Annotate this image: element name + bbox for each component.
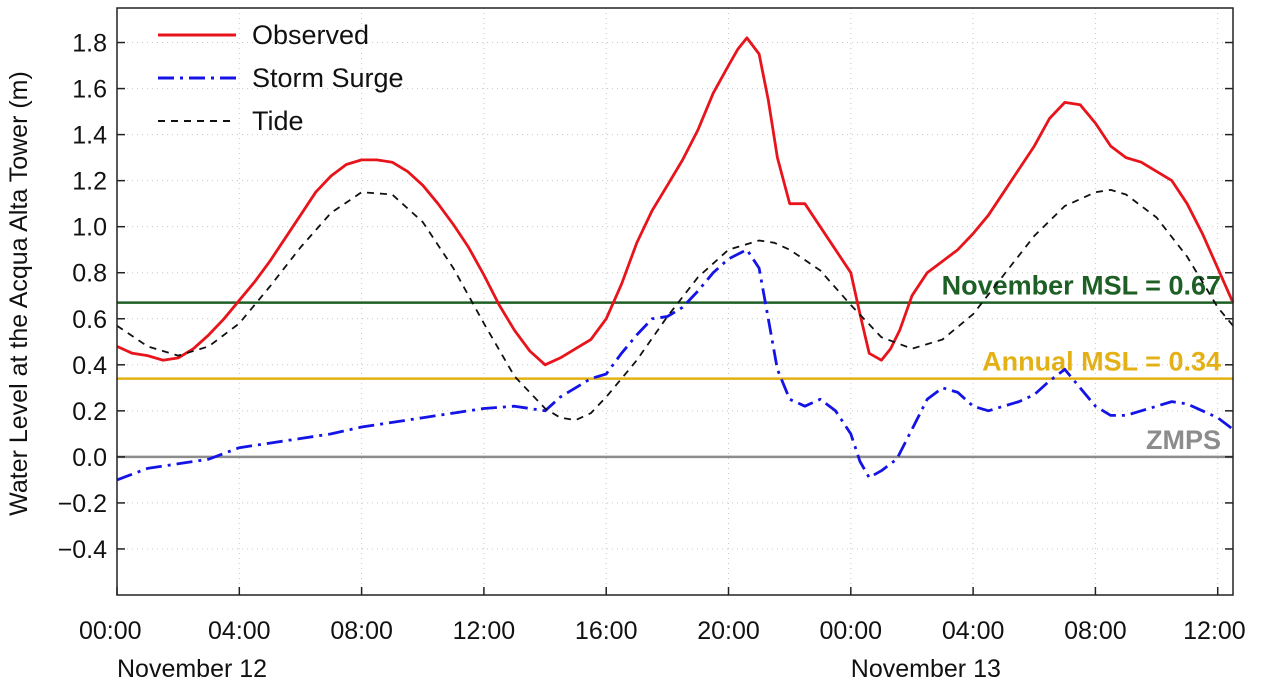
x-tick-label: 08:00 (1064, 617, 1127, 645)
x-tick-label: 12:00 (453, 617, 516, 645)
y-tick-label: 1.4 (72, 122, 107, 150)
y-axis-ticks: 1.8 1.6 1.4 1.2 1.0 0.8 0.6 0.4 0.2 0.0 −0.2 −0.4 (58, 30, 1233, 564)
y-tick-label: 0.0 (72, 444, 107, 472)
y-axis-label: Water Level at the Acqua Alta Tower (m) (5, 71, 33, 516)
x-tick-label: 04:00 (208, 617, 271, 645)
y-tick-label: 0.4 (72, 352, 107, 380)
y-tick-label: 0.8 (72, 260, 107, 288)
x-tick-label: 08:00 (330, 617, 393, 645)
x-tick-label: 04:00 (942, 617, 1005, 645)
reference-line-label: ZMPS (1146, 425, 1221, 455)
series-line-2 (116, 248, 1234, 482)
series-lines (116, 36, 1235, 482)
y-tick-label: 1.2 (72, 168, 107, 196)
date-label: November 13 (851, 655, 1001, 681)
grid (116, 8, 1233, 595)
x-tick-label: 20:00 (697, 617, 760, 645)
y-tick-label: 1.8 (72, 30, 107, 58)
date-labels: November 12 November 13 (117, 655, 1001, 681)
y-tick-label: −0.2 (58, 490, 107, 518)
legend-label: Storm Surge (252, 63, 404, 93)
legend-label: Observed (252, 20, 369, 50)
reference-line-label: November MSL = 0.67 (942, 271, 1221, 301)
y-tick-label: −0.4 (58, 536, 107, 564)
date-label: November 12 (117, 655, 267, 681)
y-tick-label: 1.6 (72, 76, 107, 104)
x-axis-ticks: 00:00 04:00 08:00 12:00 16:00 20:00 00:00 04:00… (79, 587, 1246, 645)
x-tick-label: 00:00 (820, 617, 883, 645)
legend-label: Tide (252, 106, 304, 136)
x-tick-label: 00:00 (79, 617, 142, 645)
series-line-1 (116, 36, 1235, 367)
y-tick-label: 1.0 (72, 214, 107, 242)
legend: Observed Storm Surge Tide (158, 20, 404, 136)
plot-frame (116, 7, 1234, 596)
y-tick-label: 0.2 (72, 398, 107, 426)
series-line-3 (116, 189, 1234, 421)
x-tick-label: 16:00 (575, 617, 638, 645)
reference-line-label: Annual MSL = 0.34 (982, 347, 1221, 377)
x-tick-label: 12:00 (1183, 617, 1246, 645)
y-tick-label: 0.6 (72, 306, 107, 334)
